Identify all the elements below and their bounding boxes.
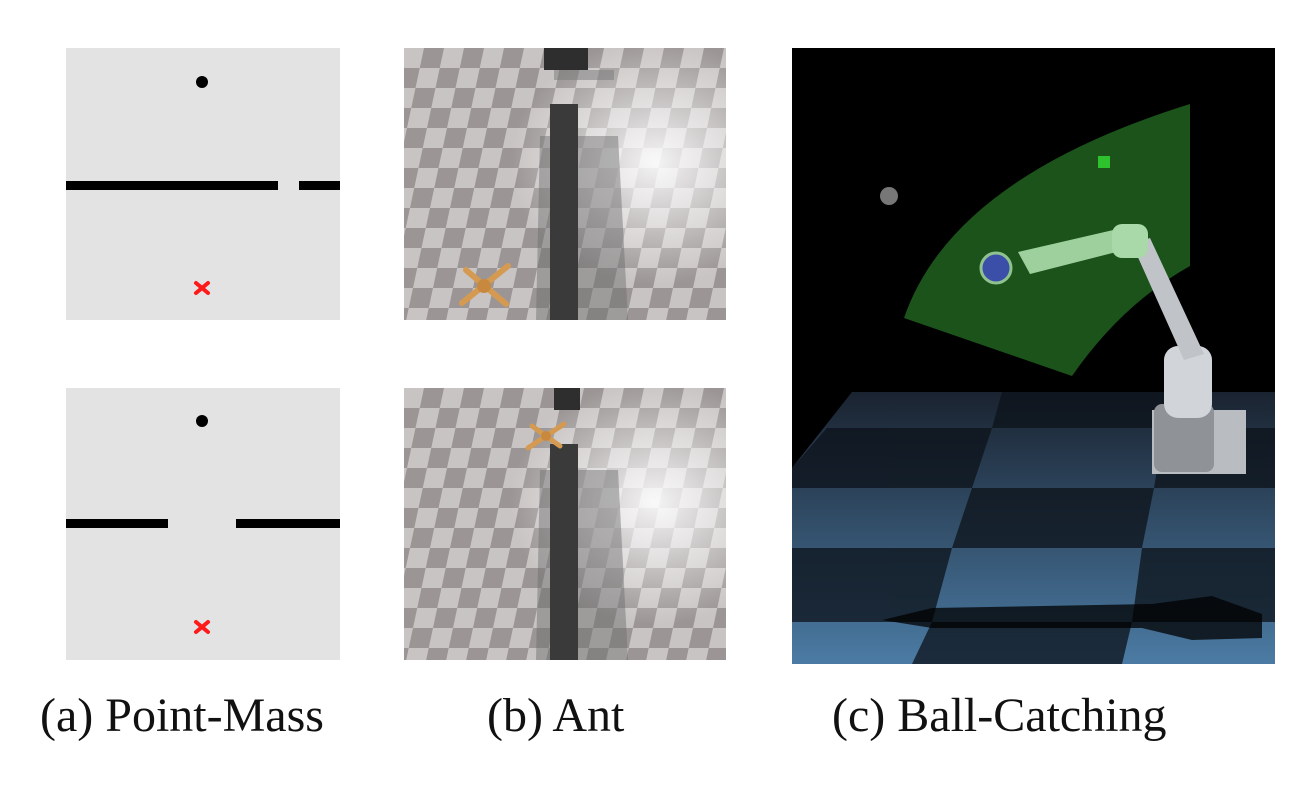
far-wall-block bbox=[554, 388, 580, 410]
caption-ball-catching: (c) Ball-Catching bbox=[832, 689, 1167, 742]
wall-right-segment bbox=[236, 519, 340, 528]
ball-catching-panel bbox=[792, 48, 1275, 664]
wall-left-segment bbox=[66, 181, 278, 190]
robot-elbow bbox=[1112, 224, 1148, 258]
point-mass-bottom-panel bbox=[66, 388, 340, 660]
ant-top-panel bbox=[404, 48, 726, 320]
point-mass-agent-dot bbox=[196, 415, 208, 427]
ant-robot bbox=[525, 421, 567, 451]
ant-bottom-panel bbox=[404, 388, 726, 660]
target-marker bbox=[1098, 156, 1110, 168]
caption-ant: (b) Ant bbox=[487, 689, 625, 742]
robot-shadow bbox=[882, 596, 1262, 640]
robot-forearm bbox=[1018, 228, 1132, 274]
wall-left-segment bbox=[66, 519, 168, 528]
target-zone bbox=[904, 104, 1190, 376]
red-x-icon bbox=[194, 281, 210, 295]
caption-point-mass: (a) Point-Mass bbox=[40, 689, 324, 742]
robot-shoulder bbox=[1164, 346, 1212, 418]
wall-right-segment bbox=[299, 181, 340, 190]
far-wall-shadow bbox=[554, 70, 614, 80]
point-mass-agent-dot bbox=[196, 76, 208, 88]
flying-ball bbox=[880, 187, 898, 205]
center-wall bbox=[550, 104, 578, 320]
ant-robot bbox=[459, 263, 511, 307]
robot-base-cylinder bbox=[1154, 404, 1214, 472]
wall-shadow bbox=[536, 470, 628, 660]
center-wall bbox=[550, 444, 578, 660]
floor-checker bbox=[792, 392, 1275, 664]
catching-cup bbox=[979, 251, 1013, 285]
far-wall-block bbox=[544, 48, 588, 70]
robot-upper-arm bbox=[1132, 238, 1204, 360]
wall-shadow bbox=[536, 136, 628, 320]
red-x-icon bbox=[194, 620, 210, 634]
point-mass-top-panel bbox=[66, 48, 340, 320]
